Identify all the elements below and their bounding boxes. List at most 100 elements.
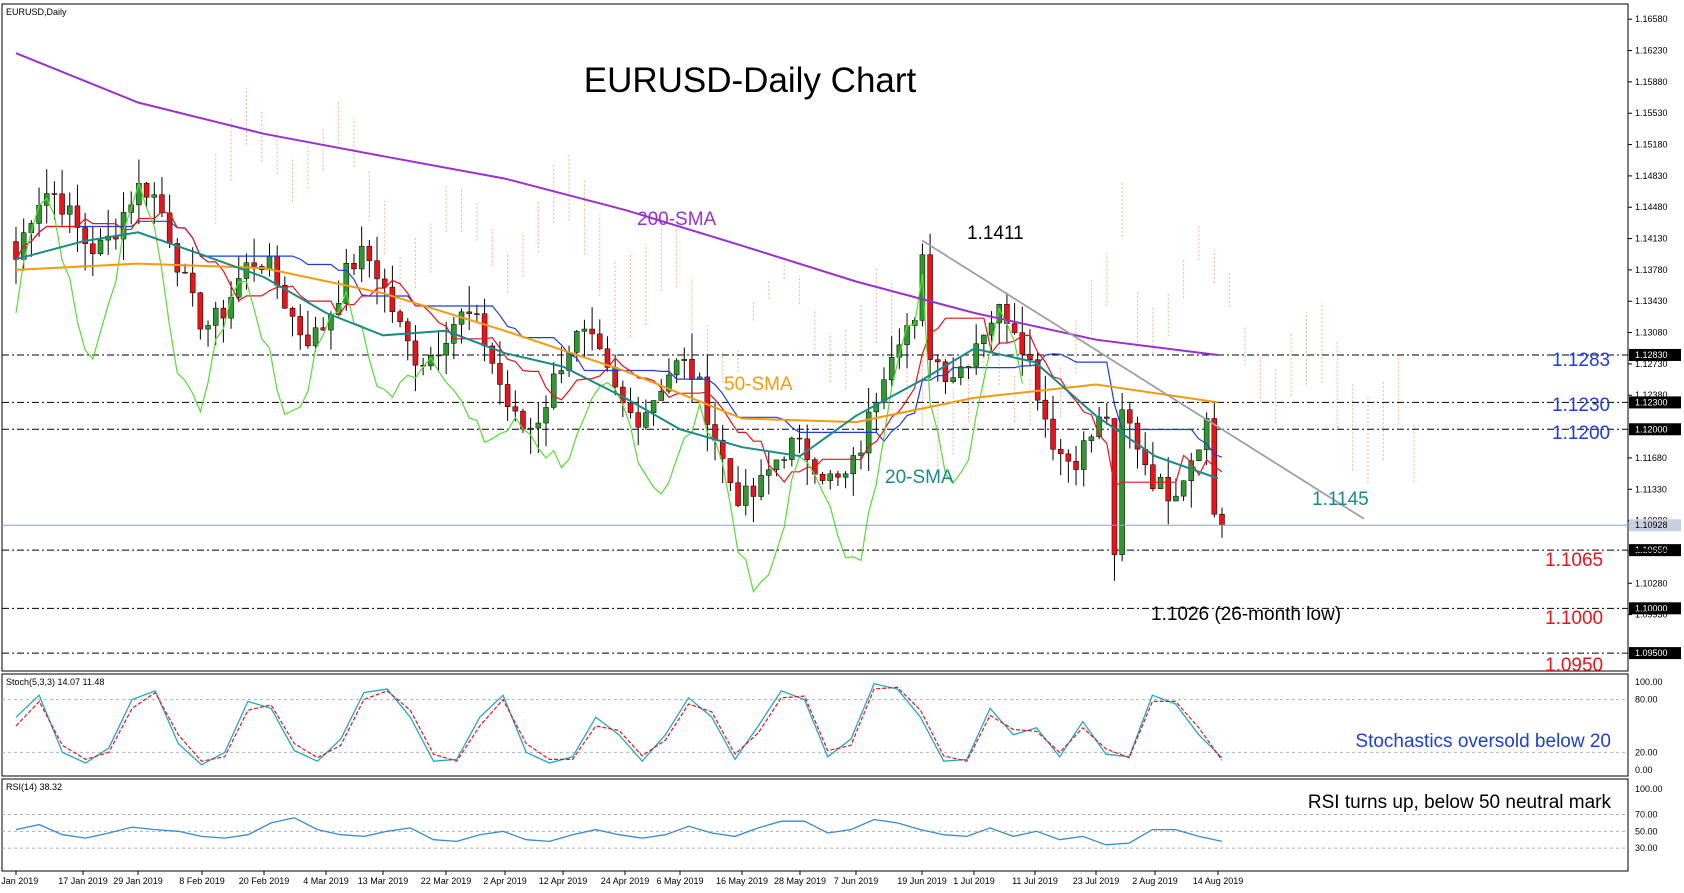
- level-axis-tag-label: 1.12000: [1635, 424, 1668, 434]
- candle-body: [1019, 332, 1026, 355]
- candle-body: [789, 437, 795, 460]
- level-axis-tag: [1629, 348, 1681, 361]
- date-tick-label: 6 May 2019: [656, 876, 703, 886]
- price-tick-label: 1.12730: [1635, 359, 1668, 369]
- candle-body: [143, 182, 150, 198]
- candle-body: [796, 437, 803, 440]
- price-tick-label: 1.16580: [1635, 14, 1668, 24]
- rsi-tick-label: 100.00: [1635, 784, 1663, 794]
- price-tick-label: 1.13080: [1635, 328, 1668, 338]
- candle-body: [1219, 514, 1225, 526]
- level-label-1-1230: 1.1230: [1552, 395, 1610, 416]
- candle-body: [643, 412, 649, 428]
- candle-body: [735, 482, 741, 506]
- candle-body: [819, 473, 826, 481]
- price-tick-label: 1.11330: [1635, 484, 1667, 494]
- candle-body: [1188, 460, 1195, 482]
- candle-body: [366, 245, 373, 261]
- price-axis: 1.16580 1.16230 1.15880 1.15530 1.15180 1.148…: [2, 14, 1681, 620]
- candle-body: [159, 194, 165, 214]
- level-axis-tag: [1629, 544, 1681, 557]
- price-tick-label: 1.13430: [1635, 296, 1668, 306]
- candle-body: [297, 316, 303, 336]
- candle-body: [574, 331, 580, 353]
- candle-body: [750, 485, 757, 497]
- candle-body: [381, 278, 388, 288]
- candle-body: [1134, 422, 1141, 450]
- rsi-tick-label: 70.00: [1635, 809, 1658, 819]
- candle-body: [182, 271, 188, 274]
- candle-body: [1034, 359, 1041, 401]
- candle-body: [358, 245, 365, 270]
- date-tick-label: 4 Mar 2019: [303, 876, 349, 886]
- candle-body: [535, 422, 542, 429]
- level-label-1-0950: 1.0950: [1545, 655, 1603, 676]
- candle-body: [658, 390, 664, 401]
- annotation-26-month-low: 1.1026 (26-month low): [1151, 604, 1341, 625]
- stoch-tick-label: 20.00: [1635, 747, 1658, 757]
- date-tick-label: 7 Jan 2019: [0, 876, 38, 886]
- candle-body: [1088, 436, 1095, 441]
- candle-body: [412, 340, 419, 366]
- annotation-200-sma: 200-SMA: [637, 209, 717, 230]
- date-tick-label: 11 Jul 2019: [1012, 876, 1058, 886]
- candle-body: [827, 473, 833, 481]
- level-axis-tag-label: 1.12300: [1635, 397, 1668, 407]
- candle-body: [988, 322, 995, 336]
- candle-body: [527, 427, 534, 430]
- stoch-title: Stoch(5,3,3) 14.07 11.48: [6, 677, 104, 687]
- candle-body: [212, 307, 219, 326]
- candle-body: [90, 243, 96, 255]
- date-tick-label: 28 May 2019: [774, 876, 826, 886]
- candle-body: [781, 459, 787, 461]
- candle-body: [950, 377, 956, 382]
- candle-body: [289, 307, 296, 317]
- candle-body: [689, 358, 695, 380]
- support-resistance-levels: 1.12830 1.12300 1.12000 1.10650 1.10000 1.095…: [2, 348, 1681, 660]
- price-tick-label: 1.15530: [1635, 108, 1668, 118]
- price-tick-label: 1.12380: [1635, 390, 1668, 400]
- rsi-tick-label: 30.00: [1635, 843, 1658, 853]
- candle-body: [197, 292, 204, 330]
- candle-body: [727, 458, 734, 483]
- candle-body: [74, 205, 81, 228]
- price-tick-label: 1.14830: [1635, 171, 1668, 181]
- candle-body: [558, 370, 565, 375]
- candle-body: [773, 459, 780, 471]
- candle-body: [266, 256, 273, 270]
- candle-body: [719, 439, 726, 459]
- rsi-tick-label: 50.00: [1635, 826, 1658, 836]
- kijun-line: [15, 220, 1223, 458]
- date-tick-label: 8 Feb 2019: [179, 876, 225, 886]
- downtrend-line: [921, 239, 1365, 520]
- candle-body: [842, 473, 849, 478]
- candle-body: [13, 241, 19, 260]
- candle-body: [942, 361, 949, 382]
- level-axis-tag: [1629, 423, 1681, 436]
- candle-body: [1057, 449, 1064, 455]
- candle-body: [328, 314, 334, 331]
- stoch-tick-label: 80.00: [1635, 695, 1658, 705]
- candle-body: [1065, 453, 1072, 462]
- candle-body: [704, 376, 711, 425]
- price-pane-frame: [1, 3, 1629, 672]
- candle-body: [1027, 353, 1033, 360]
- symbol-label: EURUSD,Daily: [6, 7, 67, 17]
- date-tick-label: 16 May 2019: [716, 876, 768, 886]
- candle-body: [351, 263, 357, 270]
- rsi-pane-frame: [1, 778, 1629, 872]
- ichimoku-cloud: [215, 88, 1415, 483]
- sma-200-line: [15, 52, 1219, 356]
- candle-body: [397, 311, 403, 322]
- candle-body: [1150, 464, 1156, 490]
- current-price-tag: [1629, 519, 1681, 532]
- candle-body: [597, 333, 603, 350]
- candle-body: [758, 475, 764, 497]
- candle-body: [673, 360, 680, 376]
- rsi-annotation: RSI turns up, below 50 neutral mark: [1308, 792, 1612, 813]
- candle-body: [589, 328, 595, 335]
- candle-body: [220, 307, 227, 319]
- candle-body: [543, 407, 549, 424]
